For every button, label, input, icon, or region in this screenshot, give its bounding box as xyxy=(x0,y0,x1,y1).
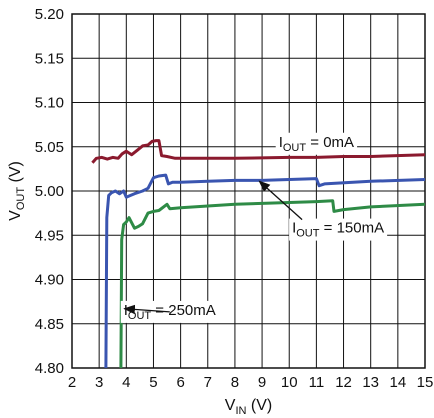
x-tick-label: 15 xyxy=(417,374,434,391)
y-tick-label: 4.85 xyxy=(35,316,64,333)
x-tick-label: 5 xyxy=(149,374,157,391)
x-tick-label: 2 xyxy=(68,374,76,391)
x-tick-label: 9 xyxy=(258,374,266,391)
x-tick-label: 8 xyxy=(231,374,239,391)
x-tick-label: 4 xyxy=(122,374,130,391)
annotation-arrow xyxy=(123,304,170,315)
y-tick-label: 5.00 xyxy=(35,183,64,200)
y-axis-label: VOUT (V) xyxy=(7,161,27,221)
y-tick-label: 5.15 xyxy=(35,50,64,67)
y-tick-label: 5.20 xyxy=(35,6,64,23)
series-line-1 xyxy=(104,173,426,369)
x-tick-label: 14 xyxy=(390,374,407,391)
y-tick-label: 4.95 xyxy=(35,227,64,244)
y-tick-label: 4.90 xyxy=(35,272,64,289)
series-label-bg xyxy=(289,218,388,241)
x-tick-label: 7 xyxy=(204,374,212,391)
series-label-bg xyxy=(275,132,358,155)
series-label-1: IOUT = 150mA xyxy=(292,220,384,240)
series-label-0: IOUT = 0mA xyxy=(279,134,354,154)
x-tick-label: 10 xyxy=(281,374,298,391)
plot-frame xyxy=(71,13,426,369)
y-tick-label: 4.80 xyxy=(35,360,64,377)
x-tick-label: 13 xyxy=(362,374,379,391)
y-tick-label: 5.05 xyxy=(35,139,64,156)
x-tick-label: 3 xyxy=(95,374,103,391)
x-tick-label: 6 xyxy=(176,374,184,391)
y-tick-label: 5.10 xyxy=(35,95,64,112)
series-line-0 xyxy=(91,139,426,164)
grid xyxy=(71,13,426,369)
annotation-arrow xyxy=(258,180,303,221)
x-axis-label: VIN (V) xyxy=(225,397,272,417)
axis-labels: VIN (V) VOUT (V) xyxy=(7,161,272,417)
series-line-2 xyxy=(119,199,426,369)
tick-labels: 2 3 4 5 6 7 8 9 10 11 12 13 14 15 4.80 4.85 4.90 4.95 5.00… xyxy=(35,6,434,391)
x-tick-label: 11 xyxy=(309,374,325,391)
x-tick-label: 12 xyxy=(335,374,352,391)
series-group xyxy=(91,139,426,369)
